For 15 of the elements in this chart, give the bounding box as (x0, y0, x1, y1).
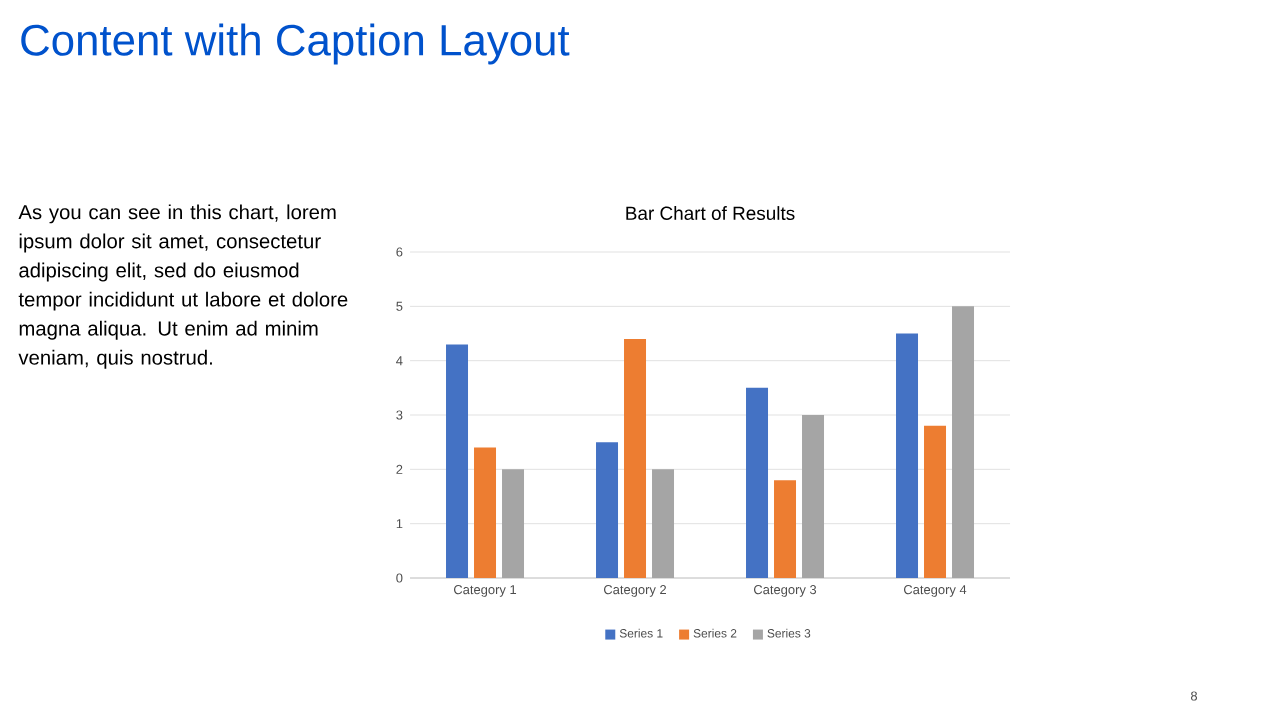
bar (896, 333, 919, 578)
text: Content with Caption Layout (21, 23, 570, 65)
chart-title: Bar Chart of Results (626, 206, 795, 220)
bar (746, 387, 769, 578)
bar (596, 442, 619, 578)
bar (446, 344, 469, 578)
bar (474, 447, 497, 578)
bar (774, 480, 797, 578)
bar (924, 425, 947, 578)
text: As you can see in this chart, lorem ipsum dolor sit amet, consectetur adipiscing elit, sed do eiusmod tempor incididunt ut labore et dolore magna aliqua. Ut enim ad minim veniam, quis nostrud. (18, 204, 348, 369)
bar (624, 338, 647, 578)
bar (652, 469, 675, 578)
bar (952, 306, 975, 578)
bar (502, 469, 525, 578)
bar (802, 415, 825, 578)
